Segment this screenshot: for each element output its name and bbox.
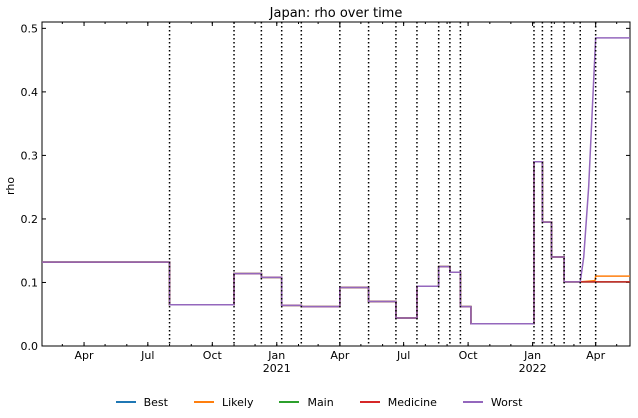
y-tick-label: 0.3: [21, 149, 39, 162]
x-tick-label: Jan: [523, 349, 541, 362]
y-tick-label: 0.4: [21, 86, 39, 99]
legend-label: Worst: [490, 395, 523, 409]
x-tick-label: Jan: [267, 349, 285, 362]
y-tick-label: 0.5: [21, 22, 39, 35]
legend-label: Best: [143, 395, 168, 409]
legend-label: Likely: [221, 395, 254, 409]
y-tick-label: 0.1: [21, 276, 39, 289]
x-tick-label: Oct: [459, 349, 479, 362]
legend-swatch: [462, 401, 483, 403]
x-tick-label: Apr: [330, 349, 350, 362]
legend-swatch: [279, 401, 300, 403]
legend-item-main: Main: [279, 395, 334, 409]
legend-item-medicine: Medicine: [359, 395, 437, 409]
legend-label: Main: [307, 395, 334, 409]
series-line-worst: [42, 37, 630, 325]
legend-item-best: Best: [115, 395, 168, 409]
legend-item-worst: Worst: [462, 395, 523, 409]
x-tick-label: Jul: [140, 349, 154, 362]
plot-frame: [41, 21, 631, 347]
x-tick-label: Apr: [586, 349, 606, 362]
x-tick-label: Oct: [203, 349, 223, 362]
legend-swatch: [193, 401, 214, 403]
y-axis-label: rho: [4, 177, 17, 195]
chart-title: Japan: rho over time: [269, 6, 403, 21]
x-tick-year-label: 2021: [263, 362, 291, 375]
legend: Best Likely Main Medicine Worst: [0, 392, 638, 412]
y-tick-label: 0.2: [21, 213, 39, 226]
x-tick-label: Apr: [75, 349, 95, 362]
legend-item-likely: Likely: [193, 395, 254, 409]
legend-swatch: [359, 401, 380, 403]
x-tick-year-label: 2022: [519, 362, 547, 375]
legend-swatch: [115, 401, 136, 403]
legend-label: Medicine: [387, 395, 437, 409]
x-tick-label: Jul: [396, 349, 410, 362]
y-tick-label: 0.0: [21, 340, 39, 353]
